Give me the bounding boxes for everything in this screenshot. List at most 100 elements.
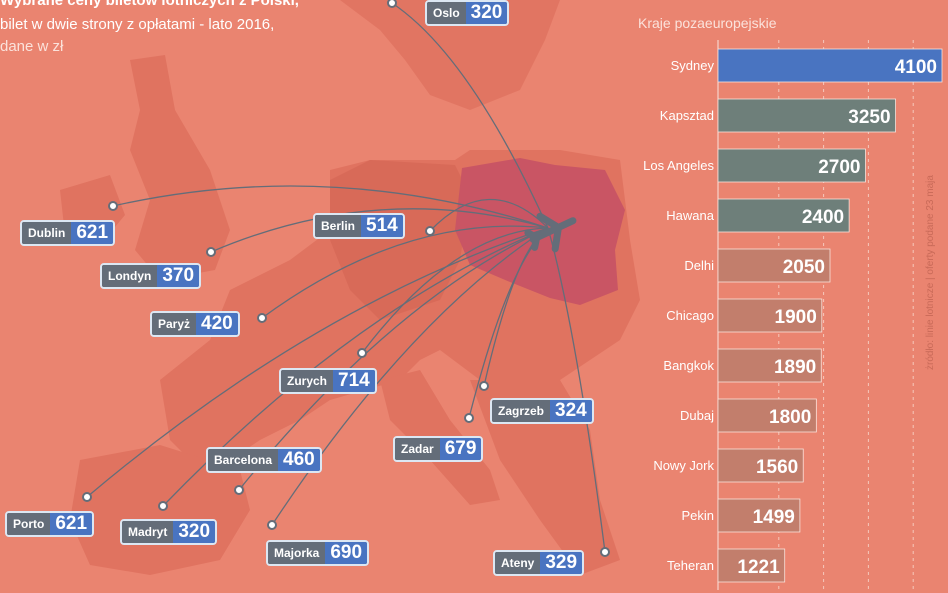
destination-dot bbox=[425, 226, 435, 236]
category-label: Kapsztad bbox=[660, 108, 714, 123]
destination-name: Ateny bbox=[495, 552, 541, 574]
destination-name: Barcelona bbox=[208, 449, 279, 471]
category-label: Delhi bbox=[684, 258, 714, 273]
destination-price: 679 bbox=[439, 438, 482, 460]
destination-label: Porto 621 bbox=[5, 511, 95, 537]
great-britain-land bbox=[130, 55, 230, 280]
plane-icon bbox=[524, 212, 577, 253]
value-label: 1890 bbox=[774, 357, 816, 378]
destination-label: Barcelona 460 bbox=[206, 447, 322, 473]
value-label: 2050 bbox=[783, 257, 825, 278]
destination-price: 420 bbox=[196, 313, 238, 335]
destination-dot bbox=[82, 492, 92, 502]
route-line bbox=[429, 198, 549, 232]
destination-dot bbox=[479, 381, 489, 391]
bar-kapsztad bbox=[717, 98, 896, 133]
destination-label: Oslo 320 bbox=[425, 0, 510, 26]
destination-price: 320 bbox=[173, 521, 216, 543]
route-line bbox=[261, 225, 549, 319]
destination-price: 320 bbox=[465, 2, 508, 24]
destination-label: Zurych 714 bbox=[279, 368, 377, 394]
destination-label: Zadar 679 bbox=[393, 436, 484, 462]
title-line-2: bilet w dwie strony z opłatami - lato 20… bbox=[0, 16, 275, 33]
category-label: Bangkok bbox=[663, 358, 714, 373]
germany-land bbox=[330, 160, 470, 320]
destination-label: Dublin 621 bbox=[20, 220, 116, 246]
destination-name: Porto bbox=[7, 513, 51, 535]
category-label: Teheran bbox=[667, 558, 714, 573]
route-line bbox=[361, 227, 549, 354]
destination-dot bbox=[387, 0, 397, 8]
destination-name: Madryt bbox=[122, 521, 174, 543]
destination-name: Zadar bbox=[395, 438, 440, 460]
value-label: 3250 bbox=[848, 107, 890, 128]
title-line-3: dane w zł bbox=[0, 38, 64, 55]
destination-name: Paryż bbox=[152, 313, 197, 335]
value-label: 1900 bbox=[775, 307, 817, 328]
destination-price: 460 bbox=[278, 449, 320, 471]
bar-delhi bbox=[717, 248, 831, 283]
destination-price: 621 bbox=[71, 222, 114, 244]
destination-name: Berlin bbox=[315, 215, 362, 237]
destination-dot bbox=[464, 413, 474, 423]
value-label: 1499 bbox=[753, 507, 795, 528]
destination-price: 370 bbox=[157, 265, 200, 287]
destination-dot bbox=[267, 520, 277, 530]
route-line bbox=[112, 185, 549, 229]
category-label: Pekin bbox=[681, 508, 714, 523]
value-label: 2400 bbox=[802, 207, 844, 228]
value-label: 4100 bbox=[895, 57, 937, 78]
destination-price: 324 bbox=[550, 400, 592, 422]
destination-price: 329 bbox=[540, 552, 583, 574]
destination-dot bbox=[234, 485, 244, 495]
destination-price: 690 bbox=[325, 542, 368, 564]
balkans-land bbox=[470, 380, 620, 575]
destination-name: Zurych bbox=[281, 370, 334, 392]
destination-label: Zagrzeb 324 bbox=[490, 398, 594, 424]
value-label: 1221 bbox=[737, 557, 780, 578]
destination-label: Ateny 329 bbox=[493, 550, 585, 576]
route-line bbox=[547, 227, 606, 553]
destination-label: Berlin 514 bbox=[313, 213, 405, 239]
destination-label: Londyn 370 bbox=[100, 263, 202, 289]
scandinavia-land bbox=[340, 0, 560, 110]
route-line bbox=[210, 208, 549, 253]
destination-label: Majorka 690 bbox=[266, 540, 370, 566]
destination-price: 514 bbox=[361, 215, 403, 237]
destination-dot bbox=[600, 547, 610, 557]
destination-name: Oslo bbox=[427, 2, 466, 24]
bar-hawana bbox=[717, 198, 850, 233]
bar-teheran bbox=[717, 548, 786, 583]
value-label: 1560 bbox=[756, 457, 798, 478]
source-note: żródło: linie lotnicze | oferty podane 2… bbox=[925, 175, 936, 370]
destination-price: 714 bbox=[333, 370, 375, 392]
route-line bbox=[86, 227, 549, 498]
bar-dubaj bbox=[717, 398, 817, 433]
category-label: Sydney bbox=[671, 58, 715, 73]
chart-title: Kraje pozaeuropejskie bbox=[638, 15, 777, 31]
bar-pekin bbox=[717, 498, 801, 533]
destination-dot bbox=[357, 348, 367, 358]
value-label: 2700 bbox=[818, 157, 860, 178]
category-label: Nowy Jork bbox=[653, 458, 714, 473]
destination-name: Majorka bbox=[268, 542, 326, 564]
destination-dot bbox=[158, 501, 168, 511]
destination-label: Paryż 420 bbox=[150, 311, 240, 337]
destination-name: Dublin bbox=[22, 222, 72, 244]
bar-los-angeles bbox=[717, 148, 866, 183]
destination-label: Madryt 320 bbox=[120, 519, 218, 545]
destination-name: Zagrzeb bbox=[492, 400, 551, 422]
destination-price: 621 bbox=[50, 513, 93, 535]
route-line bbox=[238, 227, 549, 491]
destination-name: Londyn bbox=[102, 265, 158, 287]
flight-routes bbox=[86, 2, 606, 553]
category-label: Los Angeles bbox=[643, 158, 714, 173]
destination-dot bbox=[206, 247, 216, 257]
category-label: Chicago bbox=[666, 308, 714, 323]
route-line bbox=[391, 2, 549, 229]
title-line-1: Wybrane ceny biletów lotniczych z Polski… bbox=[0, 0, 299, 9]
value-label: 1800 bbox=[769, 407, 811, 428]
category-label: Hawana bbox=[666, 208, 714, 223]
